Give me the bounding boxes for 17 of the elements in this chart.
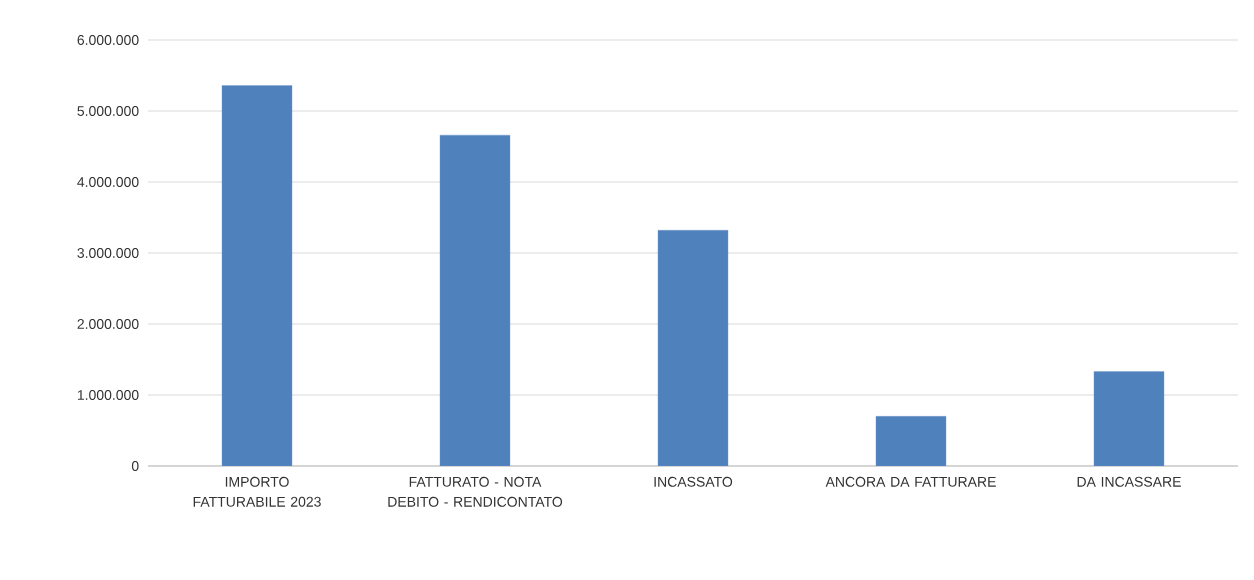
bar: [221, 85, 293, 466]
bar: [657, 230, 729, 466]
bar: [1093, 371, 1165, 466]
y-tick-label: 0: [131, 461, 139, 471]
y-tick-label: 4.000.000: [77, 177, 139, 187]
bar: [439, 134, 511, 466]
x-tick-label: INCASSATO: [654, 476, 733, 487]
y-tick-label: 3.000.000: [77, 248, 139, 258]
y-tick-label: 2.000.000: [77, 319, 139, 329]
y-tick-label: 6.000.000: [77, 35, 139, 45]
x-tick-label: DA INCASSARE: [1077, 476, 1181, 487]
x-tick-label: ANCORA DA FATTURARE: [825, 476, 996, 487]
y-tick-label: 5.000.000: [77, 106, 139, 116]
x-tick-label: FATTURATO - NOTA DEBITO - RENDICONTATO: [388, 476, 563, 507]
x-tick-label: IMPORTO FATTURABILE 2023: [193, 476, 321, 507]
y-tick-label: 1.000.000: [77, 390, 139, 400]
bar: [875, 416, 947, 466]
